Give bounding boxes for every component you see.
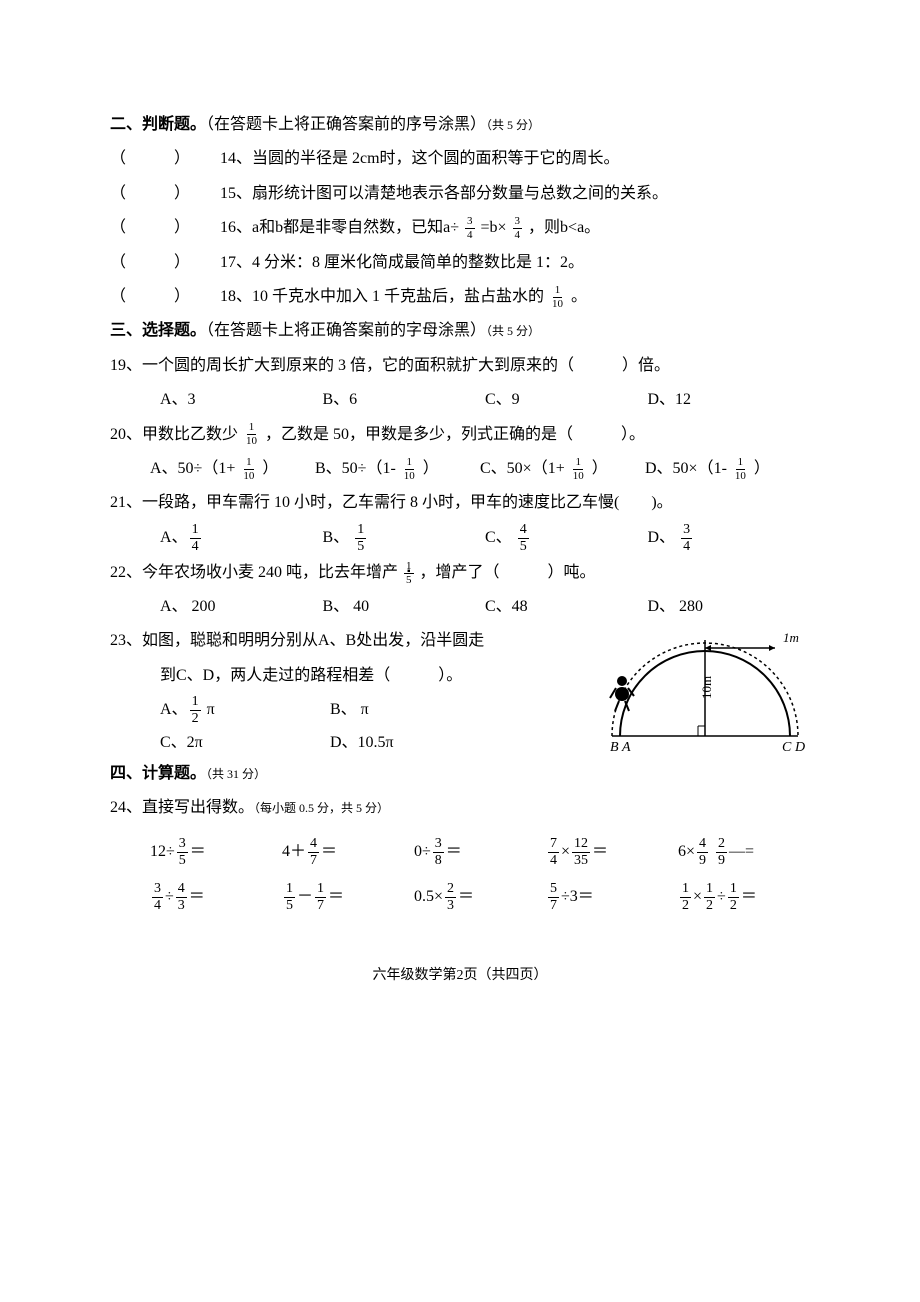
label-A: A [621,740,631,755]
q21-d: D、 34 [648,523,811,554]
q20-post: ，乙数是 50，甲数是多少，列式正确的是（ ）。 [261,426,645,443]
q20-b: B、50÷（1- 110 ） [315,454,480,484]
q21-b: B、 15 [323,523,486,554]
q14-text: 14、当圆的半径是 2cm时，这个圆的面积等于它的周长。 [220,144,620,174]
q15-paren: （ ） [110,179,220,209]
q24-points: （每小题 0.5 分，共 5 分） [254,801,389,815]
r1c4: 74×1235＝ [546,837,678,868]
q17-line: （ ） 17、4 分米：8 厘米化简成最简单的整数比是 1：2。 [110,248,810,278]
q23-a: A、12 π [160,695,330,726]
q23-l1: 23、如图，聪聪和明明分别从A、B处出发，沿半圆走 [110,626,590,656]
label-D: D [794,740,805,755]
label-C: C [782,740,792,755]
section-2-sub: （在答题卡上将正确答案前的序号涂黑） [206,116,486,133]
section-4-title: 四、计算题。 [110,765,206,782]
q22-text: 22、今年农场收小麦 240 吨，比去年增产 15▪ ，增产了（ ）吨。 [110,558,810,588]
q17-paren: （ ） [110,248,220,278]
q16-paren: （ ） [110,213,220,243]
q23-c: C、2π [160,728,330,758]
q23-l2: 到C、D，两人走过的路程相差（ ）。 [160,661,590,691]
q24-text: 24、直接写出得数。 [110,799,254,816]
frac-1-10-b: 110 [244,422,259,447]
q22-options: A、 200 B、 40 C、48 D、 280 [160,592,810,622]
q22-a: A、 200 [160,592,323,622]
frac-1-10-a: 110 [550,285,565,310]
calc-row-2: 34÷43＝ 15－17＝ 0.5×23＝ 57÷3＝ 12×12÷12＝ [150,882,810,913]
q21-options: A、14 B、 15 C、 45 D、 34 [160,523,810,554]
q21-a: A、14 [160,523,323,554]
q16-pre: 16、a和b都是非零自然数，已知a÷ [220,219,463,236]
q20-d: D、50×（1- 110 ） [645,454,810,484]
q16-mid: =b× [477,219,511,236]
r2c4: 57÷3＝ [546,882,678,913]
q16-post: ，则b<a。 [524,219,600,236]
r2c2: 15－17＝ [282,882,414,913]
page-footer: 六年级数学第2页（共四页） [110,963,810,990]
r1c3: 0÷38＝ [414,837,546,868]
section-3-points: （共 5 分） [486,324,540,338]
q22-post: ，增产了（ ）吨。 [416,564,596,581]
section-2-title: 二、判断题。 [110,116,206,133]
section-2-header: 二、判断题。（在答题卡上将正确答案前的序号涂黑）（共 5 分） [110,110,810,140]
label-B: B [610,740,619,755]
q20-c: C、50×（1+ 110 ） [480,454,645,484]
q21-text: 21、一段路，甲车需行 10 小时，乙车需行 8 小时，甲车的速度比乙车慢( )… [110,488,810,518]
marker-icon: ▪ [407,562,411,581]
q19-text: 19、一个圆的周长扩大到原来的 3 倍，它的面积就扩大到原来的（ ）倍。 [110,351,810,381]
r2c5: 12×12÷12＝ [678,882,810,913]
section-3-sub: （在答题卡上将正确答案前的字母涂黑） [206,322,486,339]
q22-pre: 22、今年农场收小麦 240 吨，比去年增产 [110,564,402,581]
q19-d: D、12 [648,385,811,415]
q23-b: B、 π [330,695,590,726]
q19-b: B、6 [323,385,486,415]
q18-post: 。 [567,288,587,305]
r1c5: 6×49 29—= [678,837,810,868]
q15-text: 15、扇形统计图可以清楚地表示各部分数量与总数之间的关系。 [220,179,668,209]
q20-pre: 20、甲数比乙数少 [110,426,242,443]
q22-marker: 15▪ [402,564,416,581]
q23-options: A、12 π B、 π C、2π D、10.5π [160,695,590,758]
q20-options: A、50÷（1+ 110 ） B、50÷（1- 110 ） C、50×（1+ 1… [150,454,810,484]
section-3-title: 三、选择题。 [110,322,206,339]
q20-text: 20、甲数比乙数少 110 ，乙数是 50，甲数是多少，列式正确的是（ ）。 [110,420,810,450]
q21-c: C、 45 [485,523,648,554]
section-2-points: （共 5 分） [486,118,540,132]
q19-a: A、3 [160,385,323,415]
q16-text: 16、a和b都是非零自然数，已知a÷ 34 =b× 34 ，则b<a。 [220,213,600,243]
semicircle-diagram: 1m 10m B A C D [600,626,810,756]
section-4-header: 四、计算题。（共 31 分） [110,759,810,789]
q14-paren: （ ） [110,144,220,174]
calc-row-1: 12÷35＝ 4＋47＝ 0÷38＝ 74×1235＝ 6×49 29—= [150,837,810,868]
q23-figure: 1m 10m B A C D [600,626,810,756]
r1c1: 12÷35＝ [150,837,282,868]
r2c1: 34÷43＝ [150,882,282,913]
q15-line: （ ） 15、扇形统计图可以清楚地表示各部分数量与总数之间的关系。 [110,179,810,209]
q22-b: B、 40 [323,592,486,622]
q17-text: 17、4 分米：8 厘米化简成最简单的整数比是 1：2。 [220,248,584,278]
q22-c: C、48 [485,592,648,622]
section-3-header: 三、选择题。（在答题卡上将正确答案前的字母涂黑）（共 5 分） [110,316,810,346]
q18-paren: （ ） [110,282,220,312]
q23-wrap: 23、如图，聪聪和明明分别从A、B处出发，沿半圆走 到C、D，两人走过的路程相差… [110,626,810,758]
q18-line: （ ） 18、10 千克水中加入 1 千克盐后，盐占盐水的 110 。 [110,282,810,312]
frac-3-4-b: 34 [513,216,523,241]
q23-d: D、10.5π [330,728,590,758]
q20-a: A、50÷（1+ 110 ） [150,454,315,484]
q18-text: 18、10 千克水中加入 1 千克盐后，盐占盐水的 110 。 [220,282,587,312]
q16-line: （ ） 16、a和b都是非零自然数，已知a÷ 34 =b× 34 ，则b<a。 [110,213,810,243]
r2c3: 0.5×23＝ [414,882,546,913]
q18-pre: 18、10 千克水中加入 1 千克盐后，盐占盐水的 [220,288,548,305]
section-4-points: （共 31 分） [206,767,266,781]
q14-line: （ ） 14、当圆的半径是 2cm时，这个圆的面积等于它的周长。 [110,144,810,174]
frac-3-4-a: 34 [465,216,475,241]
q24-header: 24、直接写出得数。（每小题 0.5 分，共 5 分） [110,793,810,823]
q19-c: C、9 [485,385,648,415]
q23-left: 23、如图，聪聪和明明分别从A、B处出发，沿半圆走 到C、D，两人走过的路程相差… [110,626,590,758]
q22-d: D、 280 [648,592,811,622]
label-1m: 1m [783,630,799,645]
r1c2: 4＋47＝ [282,837,414,868]
label-10m: 10m [699,676,714,699]
q19-options: A、3 B、6 C、9 D、12 [160,385,810,415]
